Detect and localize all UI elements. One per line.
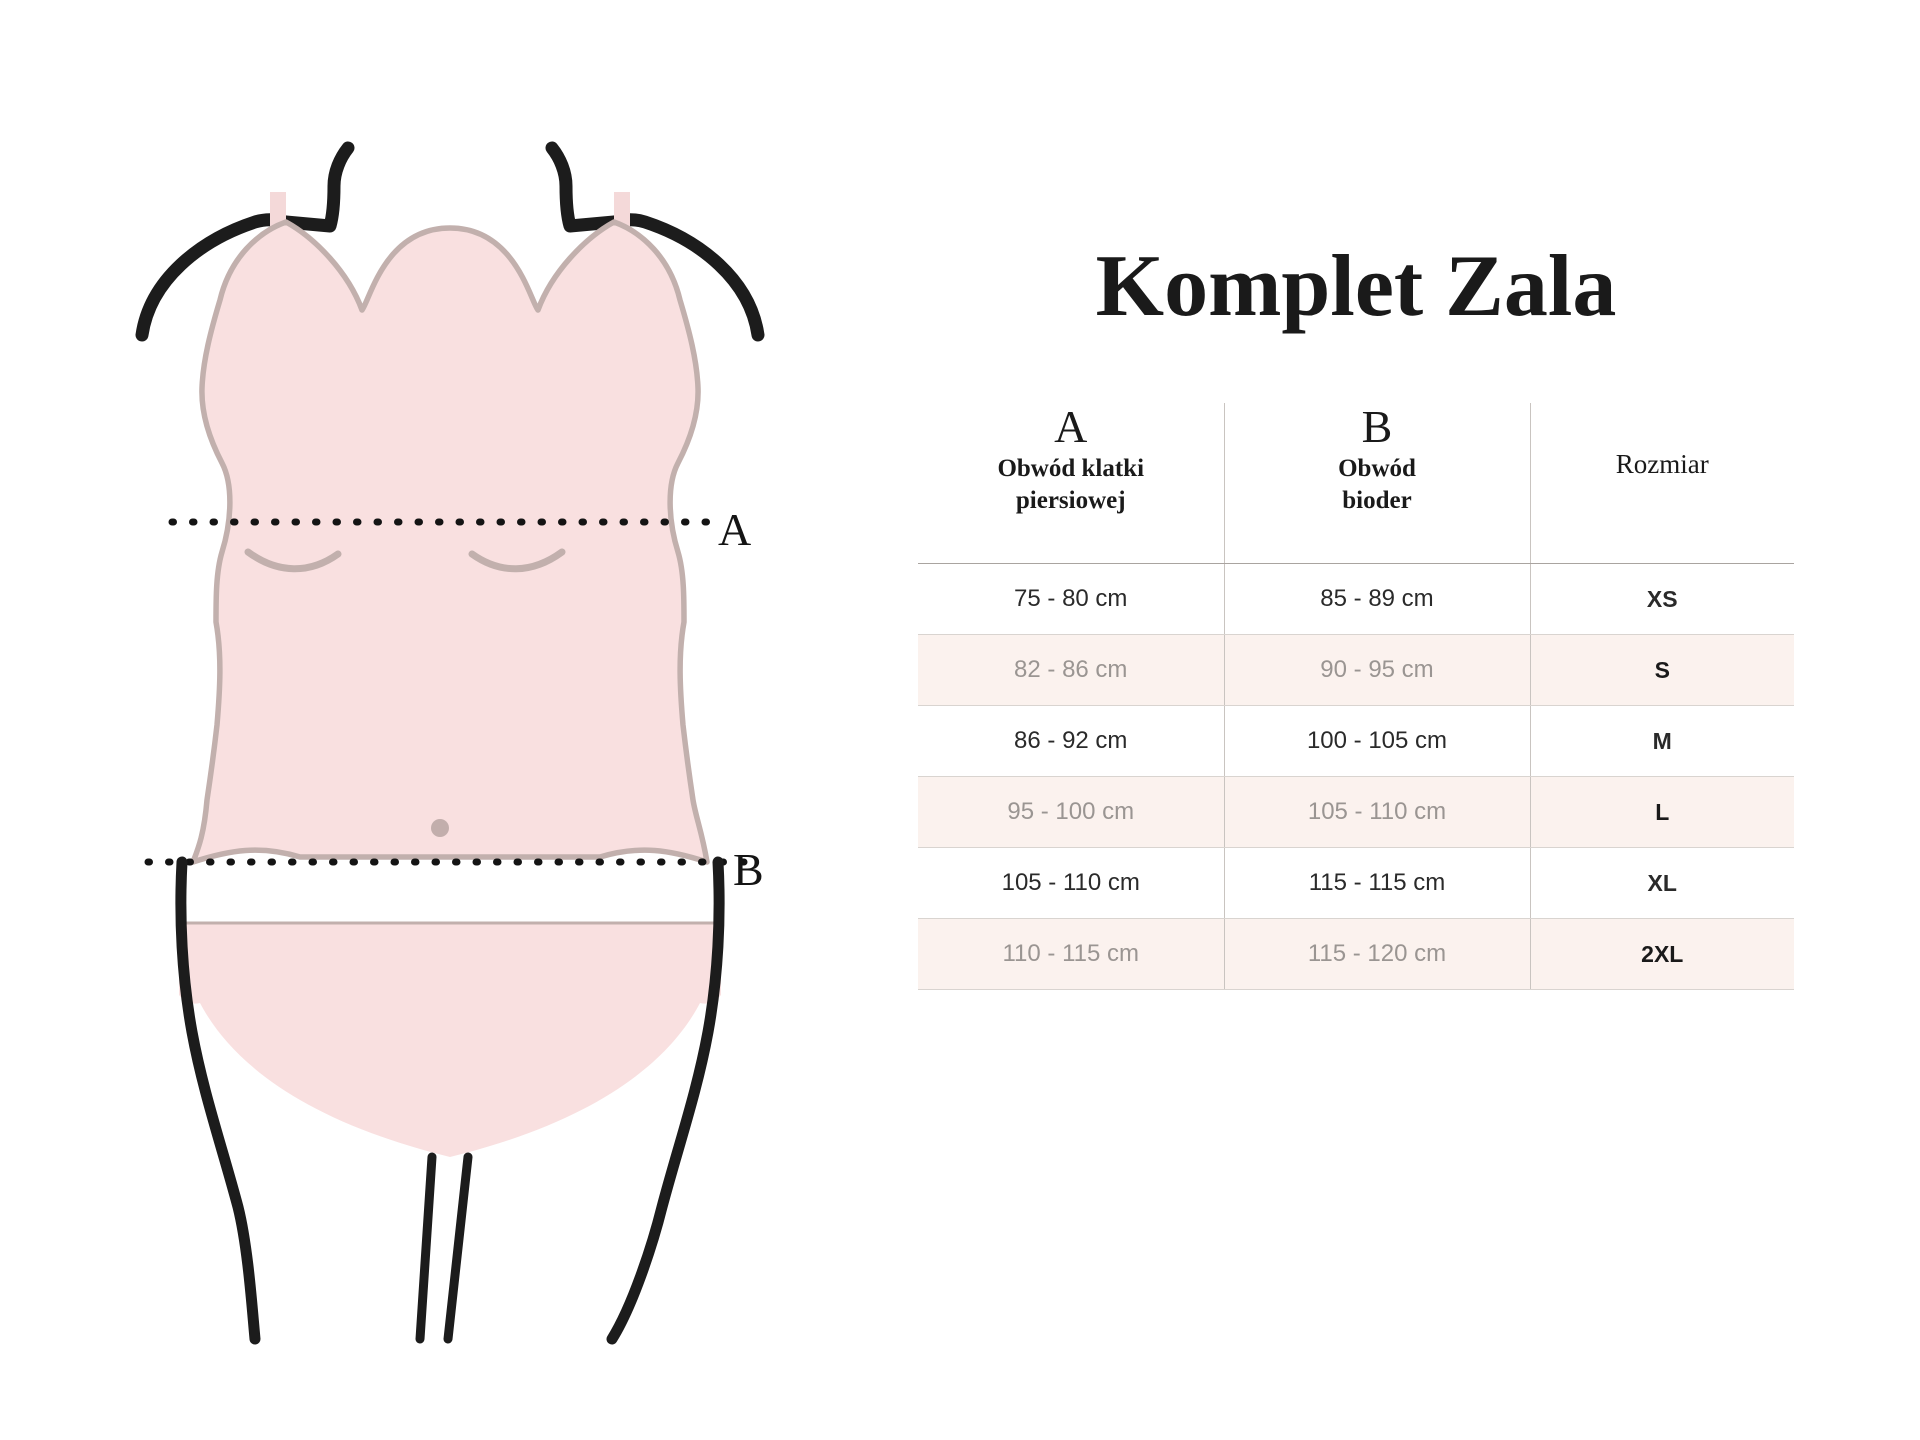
svg-text:A: A [718,504,751,555]
svg-text:B: B [733,844,764,895]
